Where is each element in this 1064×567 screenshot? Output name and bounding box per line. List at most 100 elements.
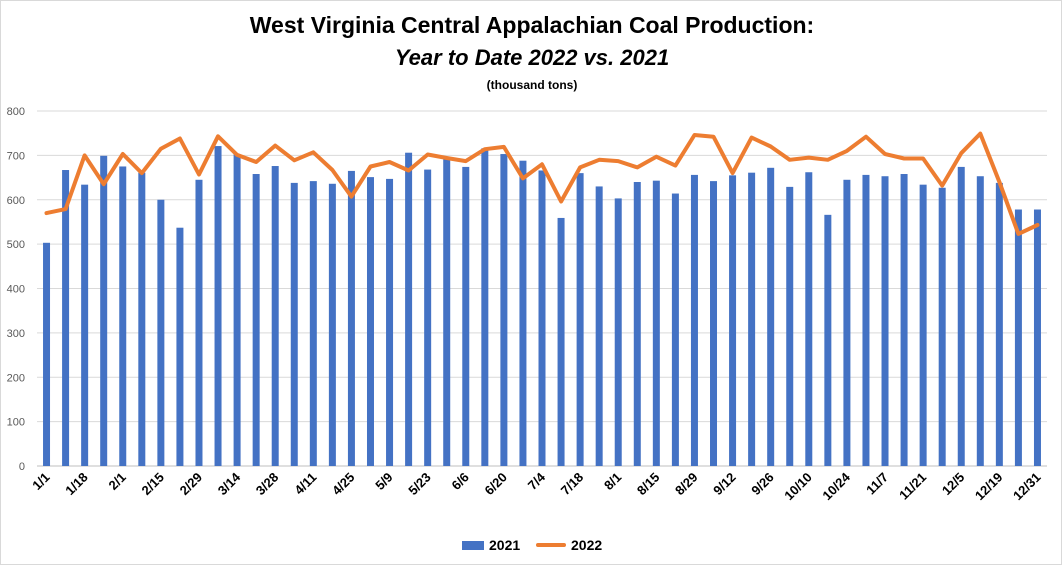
line-point-2022 — [751, 137, 753, 139]
line-point-2022 — [808, 157, 810, 159]
x-tick-label: 7/4 — [525, 469, 549, 493]
y-tick-label: 600 — [7, 195, 25, 207]
bar-2021 — [43, 242, 51, 466]
x-tick-label: 12/31 — [1010, 470, 1044, 504]
bar-2021 — [576, 173, 584, 466]
x-tick-label: 11/7 — [863, 470, 891, 498]
line-point-2022 — [598, 159, 600, 161]
y-tick-label: 800 — [7, 106, 25, 118]
bar-2021 — [786, 186, 794, 466]
bar-2021 — [1014, 209, 1022, 466]
line-point-2022 — [998, 181, 1000, 183]
x-tick-label: 11/21 — [896, 470, 929, 503]
x-tick-label: 10/10 — [781, 470, 815, 504]
line-point-2022 — [922, 157, 924, 159]
bar-2021 — [500, 154, 508, 466]
x-tick-label: 8/29 — [672, 470, 701, 499]
line-point-2022 — [941, 185, 943, 187]
line-2022 — [44, 131, 1040, 236]
bar-2021 — [119, 166, 127, 466]
bar-2021 — [595, 186, 603, 466]
bar-2021 — [957, 166, 965, 466]
line-point-2022 — [179, 138, 181, 140]
chart-subtitle: Year to Date 2022 vs. 2021 — [394, 45, 670, 70]
bars-2021 — [43, 146, 1041, 467]
line-point-2022 — [484, 148, 486, 150]
y-tick-label: 400 — [7, 284, 25, 296]
bar-2021 — [671, 193, 679, 466]
line-point-2022 — [789, 159, 791, 161]
line-point-2022 — [122, 153, 124, 155]
legend-label: 2022 — [571, 537, 603, 553]
x-tick-label: 8/1 — [601, 470, 624, 493]
bar-2021 — [462, 166, 470, 466]
line-point-2022 — [255, 161, 257, 163]
line-point-2022 — [350, 196, 352, 198]
line-point-2022 — [427, 153, 429, 155]
line-point-2022 — [103, 183, 105, 185]
line-point-2022 — [160, 148, 162, 150]
y-tick-label: 500 — [7, 239, 25, 251]
x-tick-label: 3/14 — [215, 469, 244, 498]
line-point-2022 — [1036, 224, 1038, 226]
bar-2021 — [62, 170, 70, 467]
bar-2021 — [328, 183, 336, 466]
bar-2021 — [538, 170, 546, 466]
line-point-2022 — [312, 151, 314, 153]
bar-2021 — [290, 182, 298, 466]
bar-2021 — [824, 214, 832, 466]
bar-2021 — [862, 174, 870, 466]
bar-2021 — [81, 184, 89, 466]
y-tick-label: 300 — [7, 328, 25, 340]
line-point-2022 — [389, 161, 391, 163]
bar-2021 — [881, 176, 889, 466]
line-point-2022 — [732, 172, 734, 174]
bar-2021 — [976, 176, 984, 466]
line-point-2022 — [293, 159, 295, 161]
bar-2021 — [138, 172, 146, 466]
bar-2021 — [690, 174, 698, 466]
line-point-2022 — [236, 154, 238, 156]
x-tick-label: 10/24 — [819, 469, 853, 503]
bar-2021 — [443, 159, 451, 466]
unit-label: (thousand tons) — [486, 78, 578, 92]
line-point-2022 — [331, 169, 333, 171]
line-point-2022 — [617, 160, 619, 162]
line-point-2022 — [274, 145, 276, 147]
bar-2021 — [481, 148, 489, 466]
line-point-2022 — [141, 172, 143, 174]
line-point-2022 — [655, 156, 657, 158]
y-axis-ticks: 0 100 200 300 400 500 600 700 800 — [7, 106, 25, 473]
line-point-2022 — [369, 165, 371, 167]
bar-2021 — [424, 169, 432, 466]
bar-2021 — [805, 172, 813, 467]
bar-2021 — [386, 178, 394, 467]
bar-2021 — [710, 181, 718, 467]
bar-2021 — [1033, 209, 1041, 466]
line-point-2022 — [1017, 233, 1019, 235]
bar-2021 — [900, 174, 908, 466]
x-tick-label: 6/20 — [482, 470, 511, 499]
bar-2021 — [271, 166, 279, 466]
x-tick-label: 12/19 — [972, 470, 1006, 504]
bar-2021 — [309, 181, 317, 467]
bar-2021 — [767, 167, 775, 467]
legend-swatch-bar — [462, 540, 484, 550]
line-point-2022 — [827, 159, 829, 161]
line-point-2022 — [446, 157, 448, 159]
x-tick-label: 8/15 — [634, 470, 663, 499]
bar-2021 — [252, 174, 260, 466]
x-tick-label: 2/1 — [105, 470, 128, 493]
line-point-2022 — [770, 146, 772, 147]
line-point-2022 — [198, 173, 200, 175]
bar-2021 — [614, 198, 622, 466]
line-point-2022 — [579, 166, 581, 168]
x-tick-label: 1/1 — [29, 470, 52, 493]
line-point-2022 — [960, 152, 962, 154]
line-point-2022 — [846, 150, 848, 152]
x-tick-label: 4/11 — [291, 470, 319, 498]
line-point-2022 — [465, 160, 467, 162]
bar-2021 — [157, 199, 165, 466]
